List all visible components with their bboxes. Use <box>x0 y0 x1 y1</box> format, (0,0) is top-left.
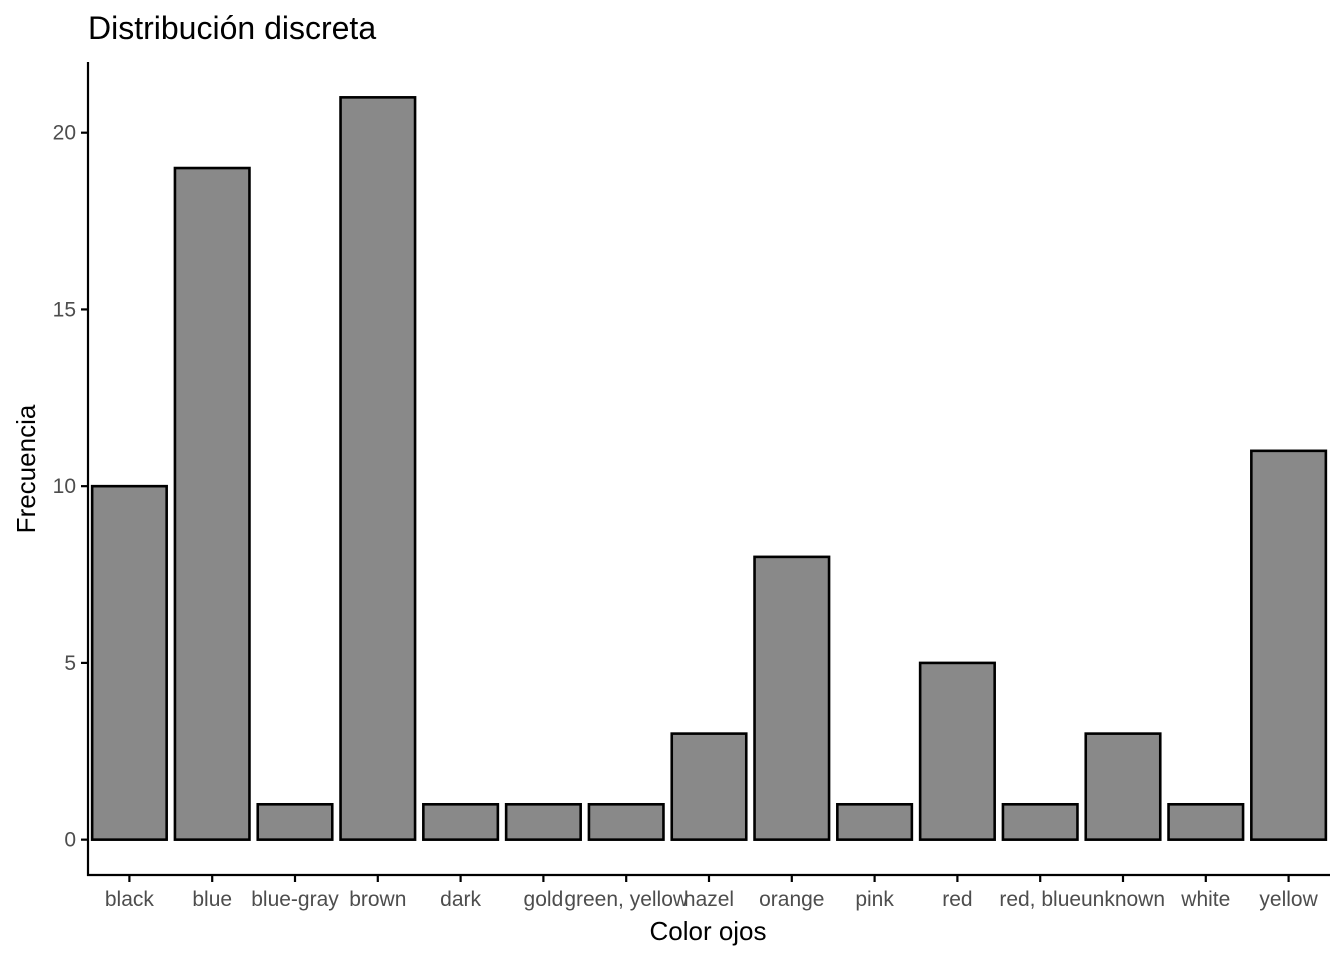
bar-gold <box>504 802 582 841</box>
x-tick-label: gold <box>524 888 564 911</box>
x-tick-label: yellow <box>1259 888 1318 911</box>
x-tick-label: hazel <box>684 888 734 911</box>
bar-brown <box>339 96 417 841</box>
x-tick-label: pink <box>855 888 894 911</box>
x-tick-label: dark <box>440 888 481 911</box>
x-axis: black blue blue-gray brown dark gold green, ye… <box>87 873 1330 911</box>
y-tick-label: 10 <box>53 475 76 498</box>
bar-green-yellow <box>587 802 665 841</box>
y-axis: 0 5 10 15 20 <box>53 62 90 876</box>
bars-group <box>90 96 1328 841</box>
x-tick-label: red, blue <box>999 888 1081 911</box>
x-tick-label: white <box>1180 888 1230 911</box>
y-tick-label: 15 <box>53 298 76 321</box>
x-tick-label: green, yellow <box>564 888 689 911</box>
bar-dark <box>422 802 500 841</box>
bar-blue-gray <box>256 802 334 841</box>
bar-yellow <box>1250 449 1328 841</box>
bar-unknown <box>1084 732 1162 841</box>
y-tick-label: 20 <box>53 122 76 145</box>
bar-blue <box>173 166 251 841</box>
x-tick-label: unknown <box>1081 888 1165 911</box>
bar-red-blue <box>1001 802 1079 841</box>
bar-hazel <box>670 732 748 841</box>
y-tick-label: 5 <box>64 652 76 675</box>
bar-red <box>918 661 996 841</box>
bar-white <box>1167 802 1245 841</box>
x-tick-label: black <box>105 888 155 911</box>
y-axis-title: Frecuencia <box>11 404 41 533</box>
chart-title: Distribución discreta <box>88 10 376 46</box>
bar-pink <box>836 802 914 841</box>
bar-orange <box>753 555 831 841</box>
x-axis-title: Color ojos <box>649 916 766 946</box>
y-tick-label: 0 <box>64 829 76 852</box>
bar-black <box>90 484 168 841</box>
x-tick-label: red <box>942 888 972 911</box>
x-tick-label: orange <box>759 888 824 911</box>
x-tick-label: blue-gray <box>251 888 339 911</box>
x-tick-label: brown <box>349 888 406 911</box>
x-tick-label: blue <box>192 888 232 911</box>
